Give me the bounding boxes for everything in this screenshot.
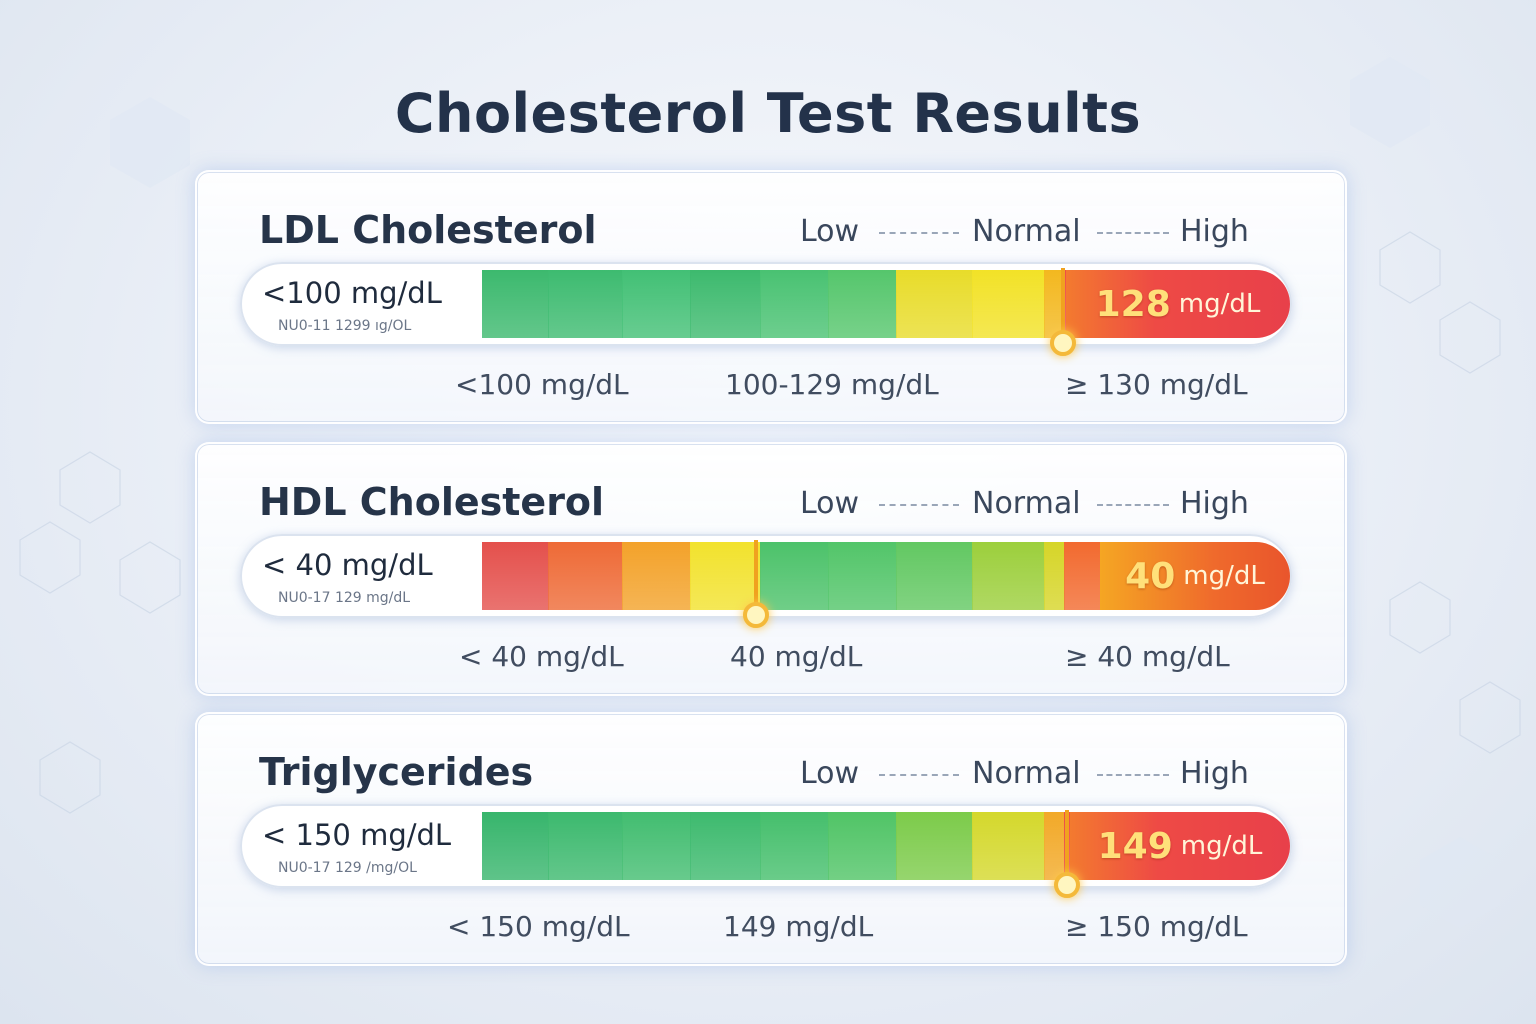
result-marker-dot — [743, 602, 769, 628]
range-high-label: ≥ 40 mg/dL — [1065, 640, 1230, 673]
scale-legend: Low Normal High — [797, 756, 1257, 796]
page-title: Cholesterol Test Results — [394, 82, 1142, 145]
scale-segment — [622, 270, 691, 338]
range-high-label: ≥ 130 mg/dL — [1065, 368, 1248, 401]
result-badge: 149 mg/dL — [1070, 812, 1290, 880]
range-low-label: < 40 mg/dL — [459, 640, 624, 673]
ldl-panel: LDL Cholesterol Low Normal High <100 mg/dL NU… — [195, 170, 1347, 424]
result-value: 149 — [1097, 825, 1173, 867]
scale-segment — [482, 270, 549, 338]
scale-segment — [622, 542, 691, 610]
scale-divider — [1097, 774, 1169, 776]
scale-high-label: High — [1180, 214, 1249, 249]
range-low-label: < 150 mg/dL — [447, 910, 630, 943]
result-badge: 128 mg/dL — [1066, 270, 1290, 338]
scale-segment — [828, 542, 897, 610]
result-badge: 40 mg/dL — [1100, 542, 1290, 610]
scale-low-label: Low — [800, 214, 860, 249]
scale-segment — [1044, 812, 1065, 880]
scale-segment — [690, 542, 761, 610]
scale-normal-label: Normal — [972, 486, 1081, 521]
result-marker-dot — [1054, 872, 1080, 898]
scale-low-label: Low — [800, 756, 860, 791]
reference-range-label: <100 mg/dL — [262, 276, 442, 310]
result-unit: mg/dL — [1180, 831, 1263, 861]
scale-legend: Low Normal High — [797, 214, 1257, 254]
range-normal-label: 149 mg/dL — [723, 910, 874, 943]
reference-range-label: < 150 mg/dL — [262, 818, 452, 852]
scale-normal-label: Normal — [972, 214, 1081, 249]
scale-segment — [1044, 542, 1065, 610]
scale-segment — [690, 270, 761, 338]
scale-segment — [690, 812, 761, 880]
scale-divider — [1097, 504, 1169, 506]
range-normal-label: 40 mg/dL — [730, 640, 863, 673]
scale-divider — [879, 504, 959, 506]
range-track: < 40 mg/dL NU0-17 129 mg/dL 40 mg/dL — [240, 534, 1292, 628]
triglycerides-panel: Triglycerides Low Normal High < 150 mg/dL NU0… — [195, 712, 1347, 966]
result-marker-line — [754, 540, 758, 612]
reference-range: < 40 mg/dL NU0-17 129 mg/dL — [258, 534, 478, 618]
color-scale-bar — [482, 270, 1284, 338]
scale-segment — [760, 812, 829, 880]
scale-high-label: High — [1180, 756, 1249, 791]
scale-segment — [896, 270, 973, 338]
reference-range-sublabel: NU0-17 129 mg/dL — [278, 590, 411, 606]
result-unit: mg/dL — [1178, 289, 1261, 319]
scale-segment — [896, 812, 973, 880]
reference-range: <100 mg/dL NU0-11 1299 ıg/OL — [258, 262, 478, 346]
range-high-label: ≥ 150 mg/dL — [1065, 910, 1248, 943]
ldl-title: LDL Cholesterol — [259, 208, 597, 252]
scale-divider — [879, 774, 959, 776]
scale-segment — [482, 542, 549, 610]
scale-segment — [760, 270, 829, 338]
scale-segment — [548, 270, 623, 338]
scale-normal-label: Normal — [972, 756, 1081, 791]
scale-segment — [482, 812, 549, 880]
scale-divider — [879, 232, 959, 234]
hdl-title: HDL Cholesterol — [259, 480, 605, 524]
reference-range-sublabel: NU0-17 129 /mg/OL — [278, 860, 417, 876]
range-track: <100 mg/dL NU0-11 1299 ıg/OL 128 mg/dL — [240, 262, 1292, 356]
scale-low-label: Low — [800, 486, 860, 521]
range-low-label: <100 mg/dL — [455, 368, 629, 401]
range-normal-label: 100-129 mg/dL — [725, 368, 939, 401]
scale-segment — [972, 542, 1045, 610]
result-unit: mg/dL — [1183, 561, 1265, 591]
result-marker-dot — [1050, 330, 1076, 356]
scale-segment — [828, 812, 897, 880]
scale-divider — [1097, 232, 1169, 234]
scale-segment — [828, 270, 897, 338]
result-marker-line — [1061, 268, 1065, 340]
scale-segment — [548, 812, 623, 880]
scale-segment — [622, 812, 691, 880]
triglycerides-title: Triglycerides — [259, 750, 534, 794]
scale-segment — [896, 542, 973, 610]
scale-legend: Low Normal High — [797, 486, 1257, 526]
reference-range-sublabel: NU0-11 1299 ıg/OL — [278, 318, 412, 334]
reference-range: < 150 mg/dL NU0-17 129 /mg/OL — [258, 804, 478, 888]
scale-segment — [972, 812, 1045, 880]
result-marker-line — [1065, 810, 1069, 882]
hdl-panel: HDL Cholesterol Low Normal High < 40 mg/dL NU… — [195, 442, 1347, 696]
scale-segment — [972, 270, 1045, 338]
result-value: 128 — [1095, 283, 1171, 325]
scale-segment — [548, 542, 623, 610]
scale-segment — [760, 542, 829, 610]
reference-range-label: < 40 mg/dL — [262, 548, 433, 582]
scale-high-label: High — [1180, 486, 1249, 521]
result-value: 40 — [1125, 555, 1176, 597]
range-track: < 150 mg/dL NU0-17 129 /mg/OL 149 mg/dL — [240, 804, 1292, 898]
